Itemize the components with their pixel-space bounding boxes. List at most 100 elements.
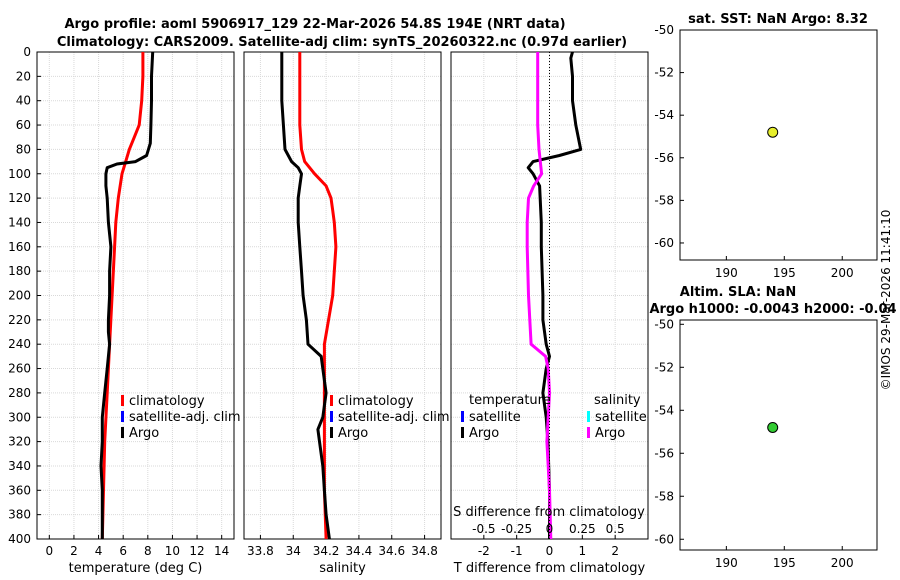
legend-entry: Argo xyxy=(129,426,159,441)
x-tick-label-top: 0 xyxy=(546,522,554,536)
figure-title-line1: Argo profile: aoml 5906917_129 22-Mar-20… xyxy=(64,17,565,32)
y-tick-label: 20 xyxy=(16,69,31,83)
x-tick-label: 195 xyxy=(773,266,796,280)
map-axes-box xyxy=(679,319,878,551)
x-tick-label: 4 xyxy=(95,544,103,558)
x-tick-label-top: -0.25 xyxy=(501,522,532,536)
y-tick-label: -54 xyxy=(654,108,674,122)
sla-subtitle: Argo h1000: -0.0043 h2000: -0.04 xyxy=(649,302,896,317)
salinity-panel: 33.8 34 34.2 34.4 34.6 34.8 salinity climatolog… xyxy=(243,51,450,576)
figure-title-line2: Climatology: CARS2009. Satellite-adj cli… xyxy=(57,35,627,50)
y-tick-label: 120 xyxy=(8,191,31,205)
x-tick-label: 0 xyxy=(45,544,53,558)
legend-swatch xyxy=(461,411,464,422)
x-tick-label: -2 xyxy=(478,544,490,558)
legend-entry: Argo xyxy=(338,426,368,441)
x-tick-label: 6 xyxy=(119,544,127,558)
x-axis-label: salinity xyxy=(319,561,366,576)
series-line-climatology xyxy=(298,52,338,540)
x-tick-label-top: 0.5 xyxy=(606,522,625,536)
y-tick-label: 60 xyxy=(16,118,31,132)
x-tick-label: 34.4 xyxy=(346,544,373,558)
x-tick-label: 200 xyxy=(831,266,854,280)
y-tick-label: -58 xyxy=(654,489,674,503)
series-line-t-diff-argo xyxy=(526,51,583,539)
y-tick-label: 100 xyxy=(8,167,31,181)
y-tick-label: 200 xyxy=(8,289,31,303)
x-tick-label: 1 xyxy=(579,544,587,558)
legend-header-temperature: temperature xyxy=(469,393,551,408)
legend-swatch xyxy=(461,427,464,438)
legend-entry: satellite-adj. clim xyxy=(129,410,241,425)
y-tick-label: 300 xyxy=(8,410,31,424)
y-tick-label: -52 xyxy=(654,360,674,374)
x-axis-label: T difference from climatology xyxy=(453,561,646,576)
legend-entry: climatology xyxy=(129,394,205,409)
sst-map-panel: sat. SST: NaN Argo: 8.32 -50 -52 -54 -56 -58 -… xyxy=(654,12,878,280)
y-tick-label: 40 xyxy=(16,94,31,108)
x-tick-label: 190 xyxy=(715,266,738,280)
legend-swatch xyxy=(121,411,124,422)
y-tick-label: 340 xyxy=(8,459,31,473)
y-tick-label: 400 xyxy=(8,532,31,546)
legend-entry: Argo xyxy=(469,426,499,441)
y-tick-label: 240 xyxy=(8,337,31,351)
x-tick-label-top: 0.25 xyxy=(569,522,596,536)
legend-entry: satellite xyxy=(469,410,521,425)
y-tick-label: -50 xyxy=(654,317,674,331)
x-tick-label-top: -0.5 xyxy=(472,522,495,536)
x-tick-label: 34 xyxy=(286,544,301,558)
legend-entry: satellite-adj. clim xyxy=(338,410,450,425)
y-tick-label: 80 xyxy=(16,142,31,156)
legend-swatch xyxy=(330,411,333,422)
position-marker xyxy=(767,126,779,138)
x-tick-label: -1 xyxy=(511,544,523,558)
x-tick-label: 34.2 xyxy=(313,544,340,558)
y-tick-label: -56 xyxy=(654,151,674,165)
legend-entry: climatology xyxy=(338,394,414,409)
y-tick-label: 140 xyxy=(8,215,31,229)
y-tick-label: 220 xyxy=(8,313,31,327)
legend-swatch xyxy=(330,395,333,406)
map-axes-box xyxy=(679,29,878,261)
y-tick-label: 380 xyxy=(8,508,31,522)
legend-swatch xyxy=(330,427,333,438)
position-marker xyxy=(767,421,779,433)
y-tick-label: -50 xyxy=(654,23,674,37)
y-tick-label: 360 xyxy=(8,483,31,497)
series-line-argo xyxy=(280,52,331,540)
x-tick-label: 8 xyxy=(144,544,152,558)
sst-title: sat. SST: NaN Argo: 8.32 xyxy=(688,12,868,27)
y-tick-label: -60 xyxy=(654,532,674,546)
x-tick-label: 12 xyxy=(189,544,204,558)
copyright-text: ©IMOS 29-Mar-2026 11:41:10 xyxy=(879,210,893,391)
x-tick-label: 190 xyxy=(715,556,738,570)
x-tick-label: 10 xyxy=(165,544,180,558)
x-tick-label: 2 xyxy=(70,544,78,558)
y-tick-label: 320 xyxy=(8,435,31,449)
series-line-s-diff-argo xyxy=(525,52,553,540)
y-tick-label: -58 xyxy=(654,193,674,207)
sla-title: Altim. SLA: NaN xyxy=(680,285,796,300)
x-tick-label: 2 xyxy=(611,544,619,558)
legend-entry: Argo xyxy=(595,426,625,441)
y-tick-label: 0 xyxy=(23,45,31,59)
y-tick-label: 260 xyxy=(8,362,31,376)
x-axis-label-top: S difference from climatology xyxy=(453,505,645,520)
x-tick-label: 0 xyxy=(546,544,554,558)
y-tick-label: 180 xyxy=(8,264,31,278)
series-line-argo xyxy=(99,51,155,539)
y-tick-label: -60 xyxy=(654,236,674,250)
series-line-climatology xyxy=(100,52,145,540)
x-tick-label: 34.6 xyxy=(378,544,405,558)
x-tick-label: 34.8 xyxy=(411,544,438,558)
x-tick-label: 33.8 xyxy=(247,544,274,558)
legend-swatch xyxy=(121,395,124,406)
y-tick-label: -52 xyxy=(654,66,674,80)
x-tick-label: 200 xyxy=(831,556,854,570)
axes-box xyxy=(243,51,442,540)
sla-map-panel: Altim. SLA: NaN Argo h1000: -0.0043 h2000… xyxy=(649,285,896,570)
x-tick-label: 195 xyxy=(773,556,796,570)
x-axis-label: temperature (deg C) xyxy=(69,561,203,576)
